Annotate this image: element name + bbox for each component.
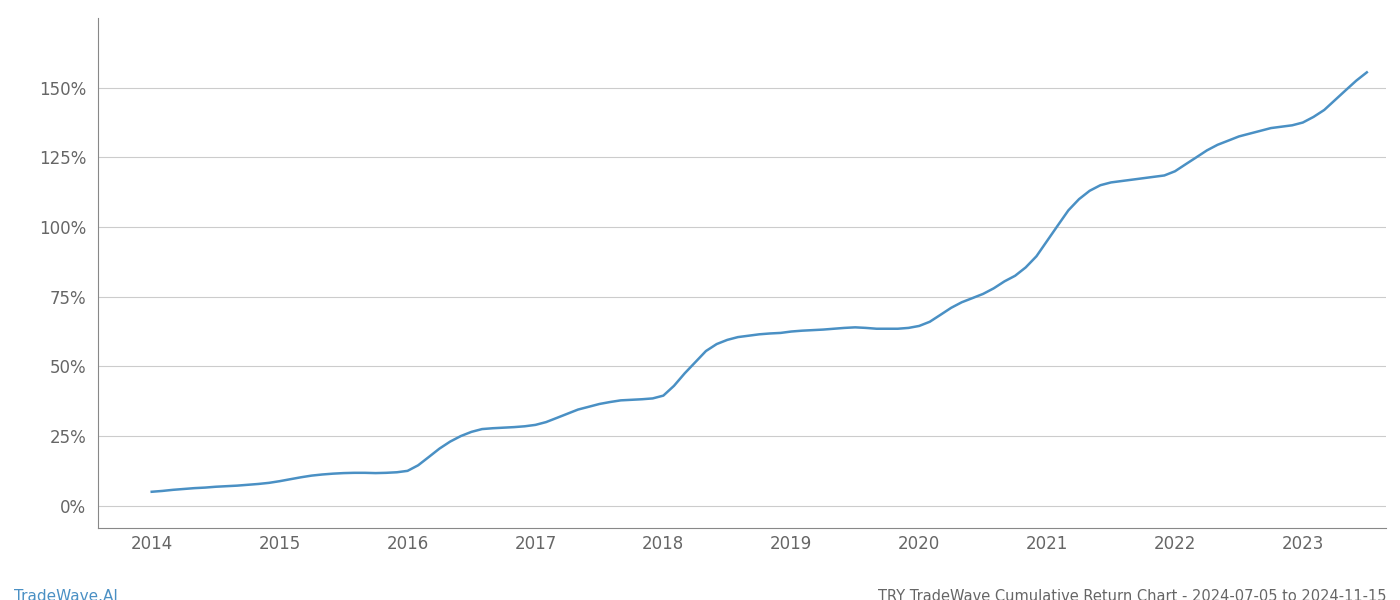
Text: TRY TradeWave Cumulative Return Chart - 2024-07-05 to 2024-11-15: TRY TradeWave Cumulative Return Chart - …: [878, 589, 1386, 600]
Text: TradeWave.AI: TradeWave.AI: [14, 589, 118, 600]
